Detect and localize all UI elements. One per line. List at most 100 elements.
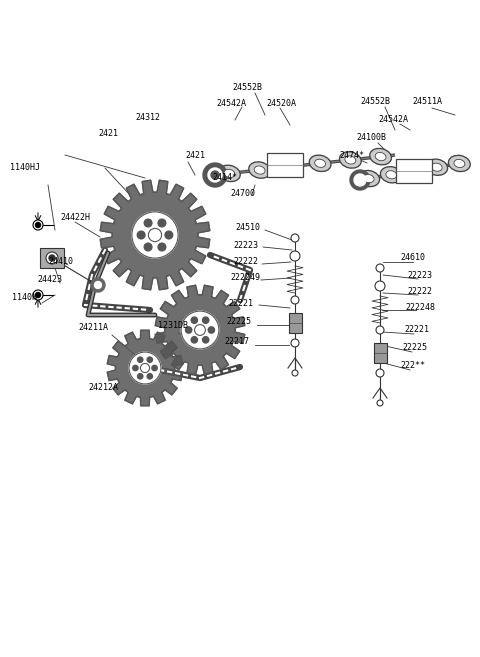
Polygon shape	[155, 285, 245, 374]
Text: 2414*: 2414*	[212, 173, 237, 183]
Circle shape	[144, 219, 152, 227]
Circle shape	[36, 223, 40, 227]
Circle shape	[203, 317, 209, 323]
Circle shape	[208, 168, 222, 182]
Ellipse shape	[381, 167, 402, 183]
Circle shape	[36, 292, 40, 298]
Ellipse shape	[285, 162, 295, 171]
Circle shape	[290, 251, 300, 261]
Circle shape	[129, 352, 161, 384]
Circle shape	[137, 231, 145, 239]
Text: 2421: 2421	[98, 129, 118, 137]
Text: 22225: 22225	[402, 344, 427, 353]
Ellipse shape	[386, 171, 397, 179]
Ellipse shape	[279, 158, 301, 175]
Circle shape	[138, 374, 143, 379]
Circle shape	[203, 163, 227, 187]
Circle shape	[203, 336, 209, 343]
Text: 24100B: 24100B	[356, 133, 386, 143]
Text: 1140N: 1140N	[12, 294, 37, 302]
Circle shape	[133, 365, 138, 371]
Text: 24211A: 24211A	[78, 323, 108, 332]
Text: 24552B: 24552B	[360, 97, 390, 106]
Circle shape	[350, 170, 370, 190]
Text: 222248: 222248	[405, 304, 435, 313]
Text: 24542A: 24542A	[216, 99, 246, 108]
Text: 24312: 24312	[135, 112, 160, 122]
Text: 1231DB: 1231DB	[158, 321, 188, 330]
Circle shape	[49, 255, 55, 261]
Text: 24510: 24510	[235, 223, 260, 233]
Circle shape	[185, 327, 192, 333]
Bar	[40, 248, 64, 268]
Text: 22221: 22221	[228, 298, 253, 307]
Circle shape	[91, 278, 105, 292]
Circle shape	[376, 264, 384, 272]
Ellipse shape	[454, 160, 465, 168]
Bar	[396, 159, 432, 183]
Text: 24212A: 24212A	[88, 384, 118, 392]
Text: 22221: 22221	[404, 325, 429, 334]
Ellipse shape	[315, 159, 325, 168]
Text: 24542A: 24542A	[378, 114, 408, 124]
Polygon shape	[107, 330, 183, 406]
Text: 2474*: 2474*	[339, 150, 364, 160]
Circle shape	[291, 234, 299, 242]
Circle shape	[376, 326, 384, 334]
Circle shape	[33, 290, 43, 300]
Text: 22217: 22217	[224, 338, 249, 346]
Polygon shape	[100, 180, 210, 290]
Circle shape	[148, 229, 162, 242]
Circle shape	[376, 369, 384, 377]
Text: 24610: 24610	[400, 254, 425, 263]
Circle shape	[33, 220, 43, 230]
Circle shape	[191, 317, 197, 323]
Text: 24552B: 24552B	[232, 83, 262, 93]
Circle shape	[191, 336, 197, 343]
Ellipse shape	[431, 163, 442, 171]
Ellipse shape	[249, 162, 271, 178]
Text: 22222: 22222	[407, 288, 432, 296]
Circle shape	[181, 311, 219, 349]
Ellipse shape	[345, 156, 356, 164]
Ellipse shape	[408, 167, 420, 175]
Circle shape	[375, 281, 385, 291]
Circle shape	[132, 212, 178, 258]
Ellipse shape	[403, 163, 425, 179]
Circle shape	[291, 296, 299, 304]
Text: 24410: 24410	[48, 258, 73, 267]
Ellipse shape	[254, 166, 265, 174]
Text: 24700: 24700	[230, 189, 255, 198]
Text: 22223: 22223	[407, 271, 432, 279]
Circle shape	[144, 243, 152, 251]
Ellipse shape	[363, 175, 374, 183]
Text: 24423: 24423	[37, 275, 62, 284]
Circle shape	[208, 327, 215, 333]
Ellipse shape	[309, 155, 331, 171]
Ellipse shape	[358, 170, 380, 187]
Text: 222**: 222**	[400, 361, 425, 371]
Circle shape	[291, 339, 299, 347]
Text: 22222: 22222	[233, 258, 258, 267]
Text: 22223: 22223	[233, 240, 258, 250]
Circle shape	[292, 370, 298, 376]
Circle shape	[147, 374, 153, 379]
Circle shape	[377, 400, 383, 406]
Circle shape	[158, 243, 166, 251]
Ellipse shape	[218, 165, 240, 181]
Circle shape	[141, 363, 150, 373]
Bar	[373, 343, 386, 363]
Circle shape	[152, 365, 157, 371]
Text: 2421: 2421	[185, 150, 205, 160]
Ellipse shape	[370, 148, 392, 165]
Text: 22225: 22225	[226, 317, 251, 327]
Circle shape	[138, 357, 143, 363]
Ellipse shape	[224, 170, 235, 177]
Bar	[267, 153, 303, 177]
Circle shape	[147, 357, 153, 363]
Circle shape	[354, 174, 366, 186]
Circle shape	[95, 281, 101, 288]
Circle shape	[46, 252, 58, 264]
Circle shape	[165, 231, 173, 239]
Ellipse shape	[448, 155, 470, 171]
